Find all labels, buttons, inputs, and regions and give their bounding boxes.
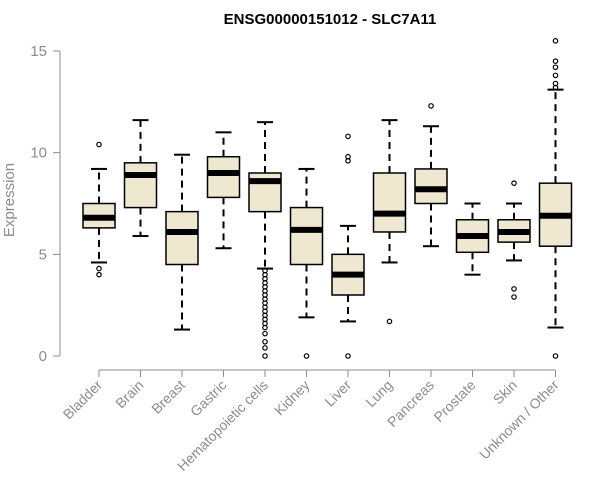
outlier-point <box>386 318 393 325</box>
x-tick-label: Skin <box>490 377 521 408</box>
box-iqr <box>414 168 448 205</box>
box-group <box>497 180 531 300</box>
outlier-point <box>262 324 268 331</box>
y-tick-label: 0 <box>39 348 47 365</box>
box-group <box>331 133 365 359</box>
outlier-point <box>552 353 559 359</box>
x-tick-label: Kidney <box>271 377 313 419</box>
outlier-point <box>552 64 559 71</box>
outlier-point <box>345 133 351 140</box>
y-axis: 0 5 10 15 <box>30 43 61 365</box>
x-tick-label: Unknown / Other <box>476 377 562 463</box>
box-group <box>289 167 324 359</box>
outlier-point <box>262 353 268 359</box>
outlier-point <box>552 84 559 91</box>
x-tick-label: Liver <box>321 377 354 410</box>
box-group <box>455 202 490 276</box>
outlier-point <box>303 353 310 359</box>
outlier-point <box>552 38 559 44</box>
box-iqr <box>206 155 241 199</box>
box-iqr <box>289 206 324 266</box>
outlier-point <box>345 353 351 359</box>
box-group <box>538 38 573 359</box>
box-group <box>248 121 282 359</box>
outlier-point <box>345 158 351 164</box>
x-tick-label: Lung <box>362 377 395 410</box>
outlier-point <box>511 286 517 292</box>
box-group <box>372 119 407 325</box>
box-group <box>82 141 116 278</box>
outlier-point <box>552 58 559 64</box>
y-axis-label: Expression <box>1 163 18 237</box>
outlier-point <box>511 180 517 186</box>
x-tick-label: Brain <box>112 377 146 411</box>
x-tick-label: Prostate <box>430 377 478 425</box>
box-iqr <box>372 172 407 233</box>
outlier-point <box>262 345 268 351</box>
box-iqr <box>123 162 158 209</box>
x-tick-label: Bladder <box>60 377 106 423</box>
box-group <box>123 119 158 238</box>
y-tick-label: 5 <box>39 246 47 263</box>
box-group <box>165 153 199 331</box>
x-tick-label: Breast <box>148 377 188 417</box>
y-tick-label: 15 <box>30 43 47 60</box>
outlier-point <box>96 271 102 278</box>
boxes-layer <box>82 38 573 359</box>
outlier-point <box>262 338 268 345</box>
outlier-point <box>96 265 102 272</box>
y-tick-label: 10 <box>30 145 47 162</box>
outlier-point <box>262 330 268 337</box>
outlier-point <box>428 103 434 109</box>
outlier-point <box>552 72 559 79</box>
box-iqr <box>165 210 199 266</box>
box-group <box>414 103 448 248</box>
chart-title: ENSG00000151012 - SLC7A11 <box>224 11 437 28</box>
outlier-point <box>96 141 102 148</box>
outlier-point <box>511 294 517 300</box>
box-group <box>206 131 241 250</box>
